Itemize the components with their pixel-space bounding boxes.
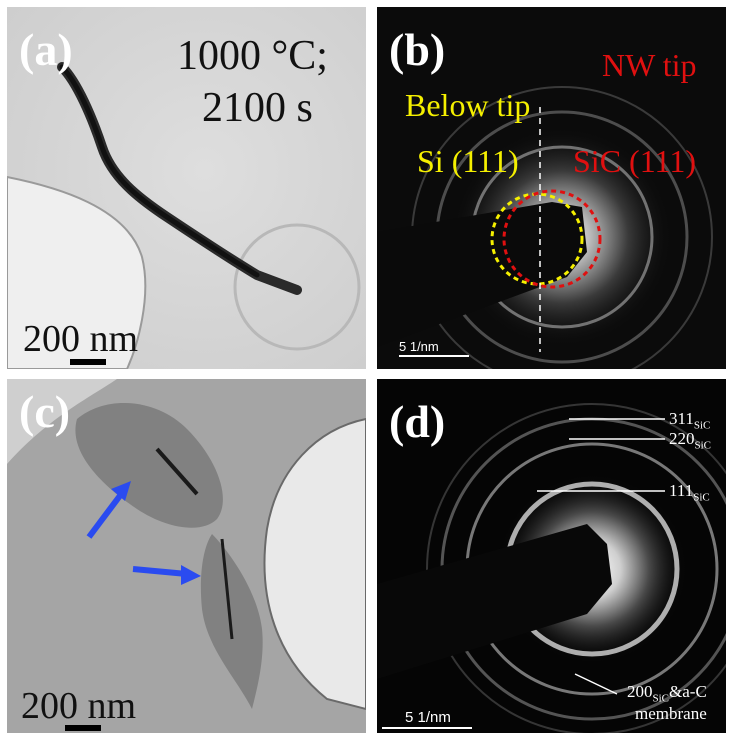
ring-220-label: 220SiC <box>669 429 712 452</box>
below-tip-label: Below tip <box>405 87 531 123</box>
arrow-upper <box>86 487 128 539</box>
panel-c-image <box>7 379 366 733</box>
panel-a: (a) 1000 °C; 2100 s 200 nm <box>7 7 366 369</box>
panel-b: (b) NW tip Below tip Si (111) SiC (111) … <box>377 7 726 369</box>
arrow-lower <box>132 566 188 577</box>
lower-flake <box>200 534 263 709</box>
panel-d: (d) 311SiC 220SiC 111SiC 200SiC&a-C memb… <box>377 379 726 733</box>
panel-a-label: (a) <box>19 24 73 75</box>
panel-a-scale-label: 200 nm <box>23 318 139 360</box>
panel-d-scale-label: 5 1/nm <box>405 709 451 726</box>
ring-200-label: 200SiC&a-C <box>627 682 707 705</box>
condition-temperature: 1000 °C; <box>177 33 328 79</box>
panel-b-image <box>377 7 726 369</box>
panel-a-image <box>7 7 366 369</box>
ring-111-label: 111SiC <box>669 481 710 504</box>
panel-b-scale-label: 5 1/nm <box>399 339 439 354</box>
panel-d-label: (d) <box>389 396 446 447</box>
nw-tip-label: NW tip <box>602 47 697 83</box>
panel-c-scale-label: 200 nm <box>21 685 137 727</box>
ring-311-label: 311SiC <box>669 409 711 432</box>
sic-111-label: SiC (111) <box>573 143 696 179</box>
upper-flake <box>75 402 223 528</box>
panel-c: (c) 200 nm <box>7 379 366 733</box>
panel-c-label: (c) <box>19 386 71 437</box>
si-111-label: Si (111) <box>417 143 519 179</box>
panel-d-image <box>377 379 726 733</box>
panel-b-label: (b) <box>389 24 446 75</box>
condition-time: 2100 s <box>202 85 313 131</box>
membrane-label: membrane <box>635 704 707 723</box>
